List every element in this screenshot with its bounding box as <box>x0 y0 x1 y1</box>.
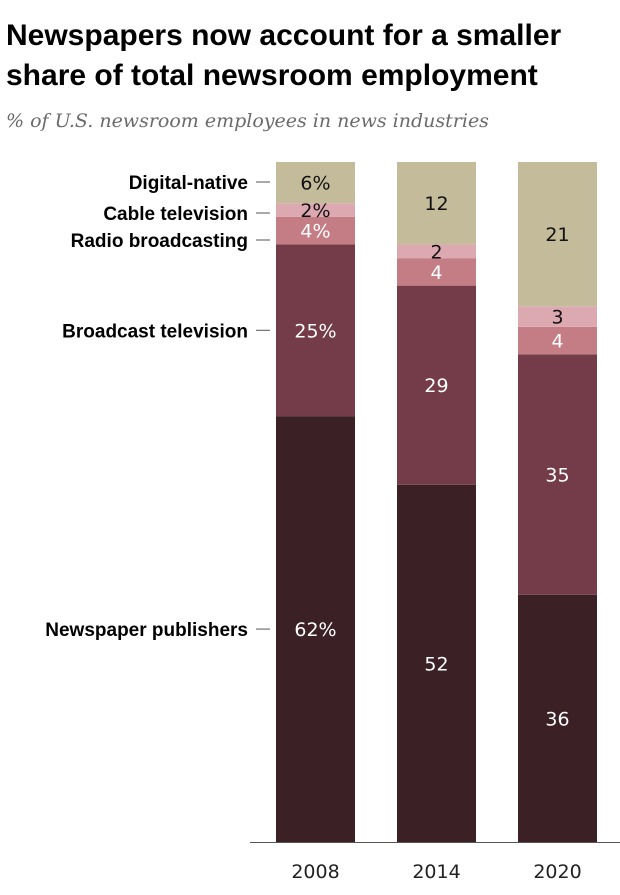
bar-segment-newspaper-publishers-2008 <box>276 416 355 842</box>
bar-segment-broadcast-television-2008 <box>276 244 355 417</box>
bar-segment-digital-native-2014 <box>397 162 476 245</box>
data-label-broadcast-television-2008: 25% <box>294 320 336 342</box>
legend-label-broadcast-television: Broadcast television <box>62 321 248 342</box>
bar-segment-cable-television-2008 <box>276 203 355 217</box>
data-label-digital-native-2014: 12 <box>424 193 448 215</box>
bar-segment-radio-broadcasting-2020 <box>518 326 597 355</box>
data-label-broadcast-television-2020: 35 <box>545 465 569 487</box>
data-label-radio-broadcasting-2014: 4 <box>430 262 442 284</box>
bar-segment-radio-broadcasting-2008 <box>276 216 355 245</box>
x-tick-label-2008: 2008 <box>291 861 339 883</box>
x-tick-label-2020: 2020 <box>533 861 581 883</box>
data-label-cable-television-2014: 2 <box>430 241 442 263</box>
data-label-cable-television-2008: 2% <box>300 200 330 222</box>
chart-subtitle: % of U.S. newsroom employees in news ind… <box>6 110 489 132</box>
data-label-radio-broadcasting-2008: 4% <box>300 221 330 243</box>
legend-label-radio-broadcasting: Radio broadcasting <box>71 231 248 252</box>
bar-segment-cable-television-2014 <box>397 244 476 259</box>
data-label-newspaper-publishers-2008: 62% <box>294 619 336 641</box>
bar-segment-radio-broadcasting-2014 <box>397 258 476 286</box>
data-label-newspaper-publishers-2014: 52 <box>424 653 448 675</box>
chart-title: Newspapers now account for a smaller sha… <box>6 19 562 92</box>
data-label-cable-television-2020: 3 <box>551 307 563 329</box>
bar-segment-broadcast-television-2020 <box>518 354 597 595</box>
bar-segment-digital-native-2008 <box>276 162 355 204</box>
legend-label-cable-television: Cable television <box>103 204 248 225</box>
x-tick-label-2014: 2014 <box>412 861 460 883</box>
data-label-radio-broadcasting-2020: 4 <box>551 331 563 353</box>
legend-label-digital-native: Digital-native <box>129 173 248 194</box>
bar-segment-newspaper-publishers-2014 <box>397 484 476 842</box>
data-label-newspaper-publishers-2020: 36 <box>545 708 569 730</box>
bar-segment-digital-native-2020 <box>518 162 597 307</box>
legend-label-newspaper-publishers: Newspaper publishers <box>45 620 248 641</box>
bar-segment-cable-television-2020 <box>518 306 597 327</box>
data-label-broadcast-television-2014: 29 <box>424 375 448 397</box>
bar-segment-newspaper-publishers-2020 <box>518 594 597 842</box>
data-label-digital-native-2008: 6% <box>300 173 330 195</box>
bar-segment-broadcast-television-2014 <box>397 285 476 485</box>
data-label-digital-native-2020: 21 <box>545 224 569 246</box>
